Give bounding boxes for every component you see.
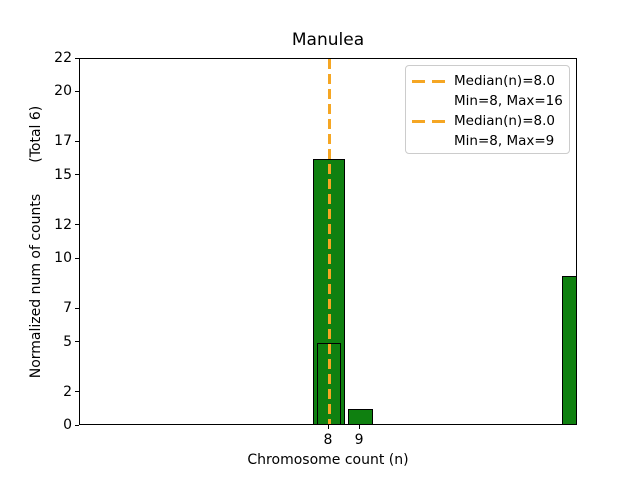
- bar-histogram-full-range-n16: [562, 275, 576, 424]
- x-tick-label-9: 9: [354, 432, 364, 448]
- y-tick-mark-17: [75, 140, 79, 142]
- y-tick-mark-15: [75, 174, 79, 176]
- y-tick-mark-22: [75, 57, 79, 59]
- legend-label: Median(n)=8.0: [454, 73, 555, 89]
- median-dashed-line: [327, 59, 331, 424]
- x-tick-mark-8: [327, 425, 329, 429]
- x-tick-label-8: 8: [323, 432, 333, 448]
- y-tick-mark-12: [75, 224, 79, 226]
- legend-row: Median(n)=8.0: [412, 111, 569, 131]
- median-dashed-line-swatch: [412, 119, 445, 123]
- y-tick-label-22: 22: [54, 50, 72, 66]
- y-tick-label-10: 10: [54, 250, 72, 267]
- legend-swatch-spacer: [412, 100, 445, 103]
- y-tick-mark-5: [75, 341, 79, 343]
- legend-swatch-spacer: [412, 140, 445, 143]
- legend-label: Min=8, Max=9: [454, 133, 555, 149]
- y-tick-label-2: 2: [63, 383, 72, 400]
- y-tick-mark-0: [75, 424, 79, 426]
- legend: Median(n)=8.0 Min=8, Max=16 Median(n)=8.…: [405, 65, 570, 154]
- legend-row: Min=8, Max=9: [412, 131, 569, 151]
- bar-histogram-subset-n9: [347, 409, 373, 424]
- y-tick-mark-2: [75, 391, 79, 393]
- y-tick-mark-7: [75, 307, 79, 309]
- y-tick-label-12: 12: [54, 216, 72, 233]
- plot-area: Median(n)=8.0 Min=8, Max=16 Median(n)=8.…: [79, 58, 577, 425]
- legend-label: Median(n)=8.0: [454, 113, 555, 129]
- y-tick-label-15: 15: [54, 166, 72, 183]
- legend-label: Min=8, Max=16: [454, 93, 563, 109]
- legend-row: Median(n)=8.0: [412, 71, 569, 91]
- chart-title: Manulea: [291, 30, 365, 50]
- median-dashed-line-swatch: [412, 79, 445, 83]
- y-tick-mark-10: [75, 257, 79, 259]
- y-tick-label-17: 17: [54, 133, 72, 150]
- x-tick-mark-9: [358, 425, 360, 429]
- x-axis-label: Chromosome count (n): [247, 452, 409, 468]
- y-tick-mark-20: [75, 90, 79, 92]
- y-tick-label-0: 0: [63, 417, 72, 433]
- y-tick-label-7: 7: [63, 300, 72, 317]
- y-tick-label-20: 20: [54, 83, 72, 100]
- legend-row: Min=8, Max=16: [412, 91, 569, 111]
- y-tick-label-5: 5: [63, 333, 72, 350]
